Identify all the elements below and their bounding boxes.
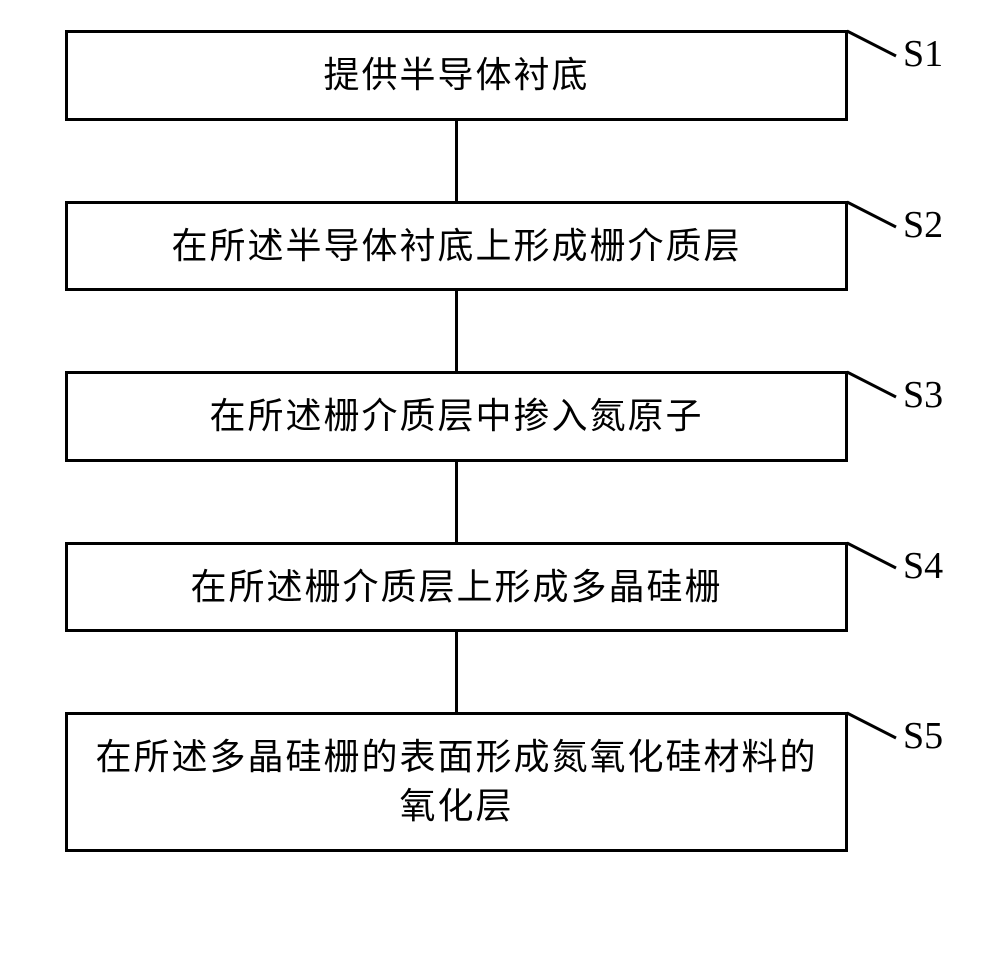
- connector-1-2: [455, 121, 458, 201]
- step-label-3: S3: [903, 373, 1000, 417]
- step-label-4: S4: [903, 544, 1000, 588]
- connector-4-5: [455, 632, 458, 712]
- step-text-5: 在所述多晶硅栅的表面形成氮氧化硅材料的氧化层: [88, 733, 825, 830]
- label-line-2: [848, 201, 908, 231]
- step-text-3: 在所述栅介质层中掺入氮原子: [209, 392, 703, 441]
- step-container-4: 在所述栅介质层上形成多晶硅栅 S4: [65, 542, 935, 633]
- step-label-2: S2: [903, 203, 1000, 247]
- connector-3-4: [455, 462, 458, 542]
- step-text-2: 在所述半导体衬底上形成栅介质层: [171, 222, 741, 271]
- step-container-3: 在所述栅介质层中掺入氮原子 S3: [65, 371, 935, 462]
- step-box-4: 在所述栅介质层上形成多晶硅栅: [65, 542, 848, 633]
- step-box-1: 提供半导体衬底: [65, 30, 848, 121]
- step-box-3: 在所述栅介质层中掺入氮原子: [65, 371, 848, 462]
- step-text-4: 在所述栅介质层上形成多晶硅栅: [190, 563, 722, 612]
- step-container-2: 在所述半导体衬底上形成栅介质层 S2: [65, 201, 935, 292]
- step-label-1: S1: [903, 32, 1000, 76]
- label-line-4: [848, 542, 908, 572]
- flowchart-container: 提供半导体衬底 S1 在所述半导体衬底上形成栅介质层 S2 在所述栅介质层中掺入…: [65, 30, 935, 852]
- label-line-1: [848, 30, 908, 60]
- step-container-5: 在所述多晶硅栅的表面形成氮氧化硅材料的氧化层 S5: [65, 712, 935, 851]
- step-container-1: 提供半导体衬底 S1: [65, 30, 935, 121]
- label-line-3: [848, 371, 908, 401]
- step-box-2: 在所述半导体衬底上形成栅介质层: [65, 201, 848, 292]
- step-label-5: S5: [903, 714, 1000, 758]
- step-box-5: 在所述多晶硅栅的表面形成氮氧化硅材料的氧化层: [65, 712, 848, 851]
- step-text-1: 提供半导体衬底: [323, 51, 589, 100]
- label-line-5: [848, 712, 908, 742]
- connector-2-3: [455, 291, 458, 371]
